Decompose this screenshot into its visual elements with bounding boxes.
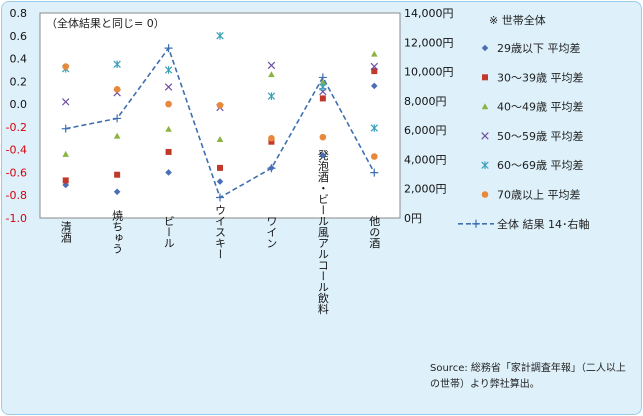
left-tick-label: -0.8 (6, 189, 27, 202)
data-point (319, 95, 326, 102)
data-point (319, 83, 327, 91)
overall-line-point (370, 168, 379, 177)
data-point (319, 133, 327, 141)
overall-line-point (113, 114, 122, 123)
data-point (114, 171, 121, 178)
category-label: 焼ちゅう (111, 210, 124, 254)
data-point (370, 153, 378, 160)
inner-note: （全体結果と同じ= 0） (46, 16, 165, 30)
data-point (164, 83, 173, 91)
data-point (217, 164, 223, 171)
overall-line-point (216, 193, 224, 202)
right-tick-label: 0円 (404, 212, 422, 225)
data-point (370, 62, 379, 71)
overall-line-point (164, 44, 173, 53)
legend-line-marker (472, 219, 480, 228)
legend-label: 50～59歳 平均差 (497, 129, 584, 143)
right-tick-label: 8,000円 (404, 95, 447, 108)
data-point (370, 82, 378, 90)
data-point (216, 101, 224, 109)
legend-label: 70歳以上 平均差 (497, 188, 581, 202)
data-point (62, 181, 70, 189)
left-tick-label: -0.4 (6, 144, 27, 157)
data-point (216, 136, 224, 143)
left-tick-label: -0.2 (6, 121, 27, 134)
data-point (61, 98, 70, 106)
overall-line-point (61, 124, 70, 133)
legend-label: 30～39歳 平均差 (497, 70, 584, 84)
data-point (62, 63, 70, 70)
legend-header: ※ 世帯全体 (489, 13, 546, 27)
category-label: 清酒 (59, 221, 72, 244)
left-tick-label: -1.0 (6, 212, 27, 225)
legend-label: 60～69歳 平均差 (497, 158, 584, 172)
data-point (268, 164, 275, 172)
data-point (165, 169, 172, 176)
data-point (370, 50, 378, 57)
data-point (164, 66, 173, 74)
legend-marker (482, 74, 488, 81)
data-point (165, 148, 172, 155)
legend-marker (481, 132, 489, 140)
legend-label: 40～49歳 平均差 (497, 100, 584, 114)
category-label: ウイスキー (214, 204, 227, 259)
left-tick-label: 0.2 (10, 75, 28, 88)
data-point (371, 68, 378, 75)
legend-marker (481, 44, 489, 52)
category-label: ワイン (265, 216, 278, 249)
data-point (165, 125, 172, 132)
data-point (319, 79, 327, 86)
data-point (216, 31, 224, 40)
legend-marker (481, 161, 489, 169)
legend-label: 全体 結果 14･右軸 (497, 217, 590, 231)
left-tick-label: 0.8 (10, 7, 28, 20)
right-tick-label: 14,000円 (404, 7, 454, 20)
right-tick-label: 6,000円 (404, 124, 447, 137)
source-note: Source: 総務省「家計調査年報」（二人以上の世帯）より弊社算出。 (430, 363, 626, 390)
data-point (319, 152, 327, 159)
plot-area (39, 12, 401, 219)
left-tick-label: -0.6 (6, 166, 27, 179)
category-label: 他の酒 (368, 215, 381, 249)
data-point (268, 138, 275, 145)
category-label: 発泡酒・ビール風アルコール飲料 (316, 148, 329, 315)
data-point (113, 188, 121, 196)
data-point (62, 150, 70, 157)
data-point (267, 92, 276, 100)
legend-marker (481, 191, 489, 198)
legend-label: 29歳以下 平均差 (497, 41, 581, 55)
data-point (370, 124, 379, 132)
right-tick-label: 4,000円 (404, 153, 447, 166)
data-point (165, 100, 172, 108)
left-tick-label: 0.0 (10, 98, 28, 111)
right-tick-label: 2,000円 (404, 183, 447, 196)
left-tick-label: 0.6 (10, 30, 28, 43)
legend-marker (481, 103, 489, 110)
data-point (62, 177, 69, 184)
data-point (268, 134, 275, 142)
right-tick-label: 12,000円 (404, 36, 454, 49)
data-point (267, 61, 276, 70)
data-point (216, 178, 224, 185)
data-point (268, 71, 275, 78)
data-point (113, 132, 121, 139)
right-tick-label: 10,000円 (404, 66, 454, 79)
data-point (113, 86, 121, 93)
category-label: ビール (162, 215, 175, 248)
data-point (113, 60, 121, 69)
left-tick-label: 0.4 (10, 53, 28, 66)
